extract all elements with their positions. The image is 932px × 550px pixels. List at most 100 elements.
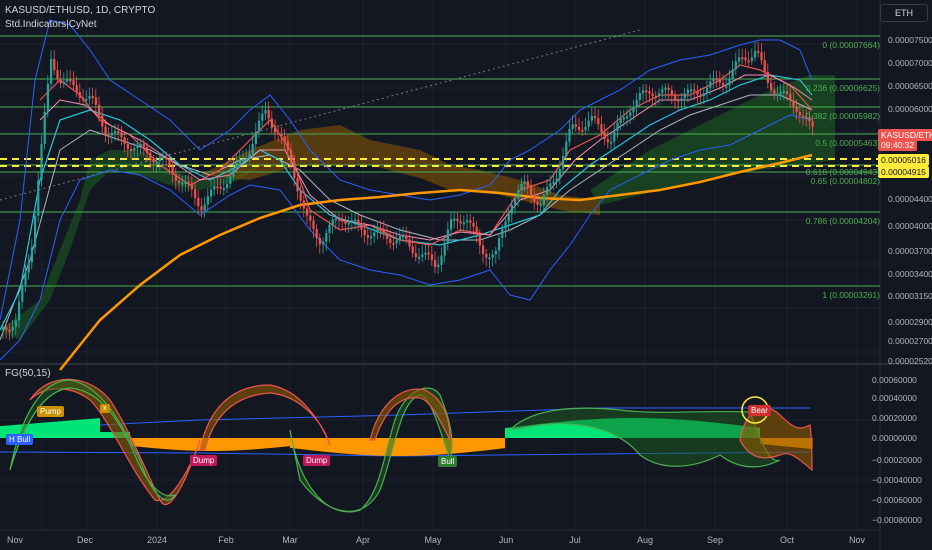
candle-body bbox=[587, 120, 590, 127]
price-tick: 0.00003700 bbox=[888, 246, 932, 256]
candle-body bbox=[126, 143, 129, 150]
candle-body bbox=[568, 128, 571, 142]
histogram-bar bbox=[247, 438, 250, 450]
histogram-bar bbox=[415, 438, 418, 456]
candle-body bbox=[760, 52, 763, 61]
histogram-bar bbox=[572, 420, 575, 438]
candle-body bbox=[667, 87, 670, 91]
bollinger-lower bbox=[0, 114, 813, 361]
histogram-bar bbox=[525, 425, 528, 438]
candle-body bbox=[181, 182, 184, 185]
histogram-bar bbox=[37, 423, 40, 438]
histogram-bar bbox=[342, 438, 345, 454]
histogram-bar bbox=[397, 438, 400, 456]
dump-signal-1: Dump bbox=[190, 455, 218, 466]
histogram-bar bbox=[442, 438, 445, 455]
candle-body bbox=[811, 121, 814, 127]
osc-tick: 0.00040000 bbox=[872, 393, 917, 403]
histogram-bar bbox=[255, 438, 258, 450]
candle-body bbox=[229, 176, 232, 184]
candle-body bbox=[696, 91, 699, 95]
osc-wave-3 bbox=[369, 388, 451, 441]
osc-wave-green-3 bbox=[508, 407, 781, 468]
candle-body bbox=[139, 143, 142, 146]
oscillator-pane[interactable] bbox=[0, 378, 813, 513]
histogram-bar bbox=[82, 419, 85, 438]
indicator-title[interactable]: Std.Indicators|CyNet bbox=[5, 19, 97, 30]
candle-body bbox=[514, 198, 517, 205]
yellow-price-tag-2: 0.00004915 bbox=[878, 166, 929, 178]
candle-body bbox=[571, 124, 574, 129]
histogram-bar bbox=[277, 438, 280, 448]
histogram-bar bbox=[330, 438, 333, 453]
histogram-bar bbox=[97, 418, 100, 438]
x-signal: x bbox=[100, 404, 110, 413]
histogram-bar bbox=[310, 438, 313, 451]
candle-body bbox=[654, 96, 657, 99]
candle-body bbox=[549, 183, 552, 188]
candle-body bbox=[402, 235, 405, 238]
candle-body bbox=[590, 115, 593, 121]
price-tick: 0.00003150 bbox=[888, 291, 932, 301]
candle-body bbox=[382, 229, 385, 234]
histogram-bar bbox=[560, 421, 563, 438]
histogram-bar bbox=[440, 438, 443, 455]
ma-200 bbox=[59, 153, 813, 371]
candle-body bbox=[210, 189, 213, 197]
candle-body bbox=[530, 186, 533, 196]
candle-body bbox=[322, 241, 325, 245]
histogram-bar bbox=[45, 422, 48, 438]
candle-body bbox=[296, 178, 299, 192]
histogram-bar bbox=[575, 420, 578, 438]
candle-body bbox=[450, 219, 453, 230]
histogram-bar bbox=[467, 438, 470, 453]
price-tick: 0.00004000 bbox=[888, 221, 932, 231]
time-tick: Nov bbox=[6, 535, 24, 545]
fib-label-382: 0.382 (0.00005982) bbox=[805, 111, 880, 121]
candle-body bbox=[504, 221, 507, 229]
candlesticks[interactable] bbox=[2, 41, 814, 341]
candle-body bbox=[338, 218, 341, 221]
candle-body bbox=[373, 232, 376, 237]
candle-body bbox=[379, 229, 382, 232]
candle-body bbox=[658, 93, 661, 97]
histogram-bar bbox=[340, 438, 343, 454]
histogram-bar bbox=[570, 420, 573, 438]
candle-body bbox=[66, 79, 69, 82]
histogram-bar bbox=[530, 424, 533, 438]
currency-button[interactable]: ETH bbox=[880, 4, 928, 22]
candle-body bbox=[146, 146, 149, 153]
histogram-bar bbox=[162, 438, 165, 449]
histogram-bar bbox=[425, 438, 428, 456]
candle-body bbox=[750, 57, 753, 61]
candle-body bbox=[430, 254, 433, 261]
histogram-bar bbox=[305, 438, 308, 450]
candle-body bbox=[40, 143, 43, 181]
candle-body bbox=[501, 228, 504, 239]
time-tick: Mar bbox=[282, 535, 298, 545]
histogram-bar bbox=[245, 438, 248, 450]
candle-body bbox=[162, 156, 165, 159]
candle-body bbox=[411, 246, 414, 254]
candle-body bbox=[59, 78, 62, 84]
candle-body bbox=[290, 150, 293, 162]
histogram-bar bbox=[237, 438, 240, 451]
candle-body bbox=[389, 238, 392, 243]
histogram-bar bbox=[175, 438, 178, 450]
candle-body bbox=[565, 141, 568, 157]
cloud-green-left bbox=[0, 150, 260, 340]
candle-body bbox=[277, 132, 280, 135]
candle-body bbox=[203, 204, 206, 211]
candle-body bbox=[594, 115, 597, 119]
histogram-bar bbox=[550, 422, 553, 438]
histogram-bar bbox=[170, 438, 173, 450]
histogram-bar bbox=[395, 438, 398, 456]
candle-body bbox=[261, 113, 264, 121]
candle-body bbox=[101, 115, 104, 127]
candle-body bbox=[91, 95, 94, 98]
candle-body bbox=[251, 143, 254, 154]
histogram-bar bbox=[230, 438, 233, 451]
candle-body bbox=[578, 126, 581, 130]
oscillator-title[interactable]: FG(50,15) bbox=[5, 368, 51, 379]
